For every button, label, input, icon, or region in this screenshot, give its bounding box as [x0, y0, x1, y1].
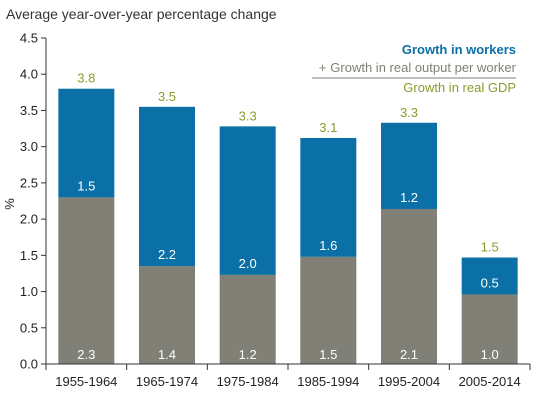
y-tick-label: 4.0	[20, 67, 38, 82]
data-label-output: 1.5	[77, 178, 95, 193]
bar-workers	[461, 294, 518, 364]
bar-output-per-worker	[219, 126, 276, 275]
y-tick-label: 1.0	[20, 284, 38, 299]
y-axis: 0.0 0.5 1.0 1.5 2.0 2.5 3.0 3.5 4.0 4.5	[20, 31, 46, 372]
y-tick-label: 2.0	[20, 212, 38, 227]
data-label-output: 1.2	[400, 190, 418, 205]
bar-workers	[139, 266, 195, 364]
x-axis: 1955-1964 1965-1974 1975-1984 1985-1994 1995…	[45, 364, 531, 389]
bar-workers	[381, 208, 437, 364]
data-label-workers: 1.5	[319, 347, 337, 362]
total-label: 1.5	[481, 240, 499, 255]
y-axis-label: %	[2, 198, 17, 210]
x-tick-label: 1955-1964	[55, 374, 117, 389]
total-label: 3.1	[319, 120, 337, 135]
legend: Growth in workers + Growth in real output…	[312, 42, 517, 95]
y-tick-label: 0.0	[20, 357, 38, 372]
legend-output-label: Growth in real output per worker	[330, 60, 516, 75]
data-label-workers: 1.0	[481, 347, 499, 362]
x-tick-label: 1975-1984	[217, 374, 279, 389]
total-label: 3.3	[400, 105, 418, 120]
data-label-workers: 1.4	[158, 347, 176, 362]
legend-line-output: + Growth in real output per worker	[319, 60, 517, 75]
bars: 2.3 1.5 3.8 1.4 2.2 3.5 1.2 2.0 3.3 1.5 1.6 3.1 2.1 1…	[58, 71, 518, 364]
bar-output-per-worker	[381, 122, 437, 209]
x-tick-label: 2005-2014	[459, 374, 521, 389]
x-tick-label: 1995-2004	[378, 374, 440, 389]
y-tick-label: 3.5	[20, 103, 38, 118]
total-label: 3.3	[239, 108, 257, 123]
bar-output-per-worker	[461, 257, 518, 295]
data-label-workers: 1.2	[239, 347, 257, 362]
bar-workers	[300, 256, 357, 364]
bar-output-per-worker	[139, 106, 195, 267]
legend-line-workers: Growth in workers	[402, 42, 516, 57]
y-tick-label: 1.5	[20, 248, 38, 263]
bar-workers	[58, 197, 115, 364]
y-tick-label: 4.5	[20, 31, 38, 46]
bar-output-per-worker	[300, 137, 357, 257]
bar-workers	[219, 274, 276, 364]
data-label-output: 2.0	[239, 256, 257, 271]
data-label-workers: 2.1	[400, 347, 418, 362]
data-label-output: 1.6	[319, 238, 337, 253]
legend-plus-sign: +	[319, 60, 327, 75]
x-tick-label: 1985-1994	[297, 374, 359, 389]
x-tick-label: 1965-1974	[136, 374, 198, 389]
data-label-output: 0.5	[481, 275, 499, 290]
legend-line-gdp: Growth in real GDP	[403, 80, 516, 95]
data-label-output: 2.2	[158, 247, 176, 262]
y-tick-label: 0.5	[20, 320, 38, 335]
y-tick-label: 2.5	[20, 175, 38, 190]
chart-title: Average year-over-year percentage change	[6, 6, 277, 22]
data-label-workers: 2.3	[77, 347, 95, 362]
bar-output-per-worker	[58, 88, 115, 198]
total-label: 3.8	[77, 71, 95, 86]
y-tick-label: 3.0	[20, 139, 38, 154]
total-label: 3.5	[158, 89, 176, 104]
